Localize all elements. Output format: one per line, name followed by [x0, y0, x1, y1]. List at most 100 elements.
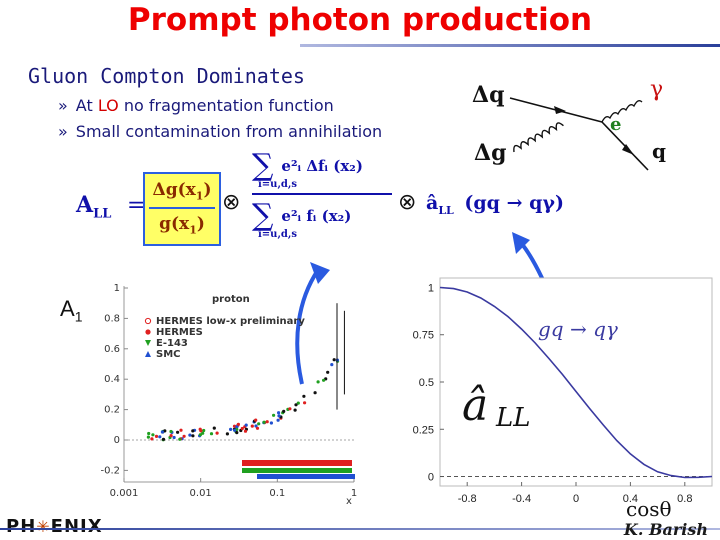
a1-data-point [254, 424, 258, 428]
otimes-symbol: ⊗ [222, 190, 241, 215]
ahat-sub: LL [438, 203, 454, 217]
a1-data-point [147, 431, 151, 436]
a1-data-point [229, 427, 233, 431]
a1-data-point [176, 430, 180, 434]
a1-data-point [250, 424, 254, 428]
sum-symbol: ∑ [252, 148, 274, 183]
arrow-icon [295, 268, 320, 385]
feynman-diagram: Δq Δg γ e q [472, 77, 666, 171]
a1-data-point [182, 434, 186, 438]
a1-data-point [236, 422, 240, 426]
bullet-mark: » [58, 96, 68, 115]
legend-entry: SMC [156, 349, 181, 360]
arrow-icon [554, 106, 566, 114]
a1-data-point [265, 420, 269, 424]
delta-g-label: Δg [474, 140, 506, 166]
a1-x-tick-label: 0.1 [269, 488, 285, 499]
ahat-symbol: â [426, 192, 439, 214]
a1-error-band-hermes [242, 460, 352, 466]
photon-line [601, 100, 643, 123]
a1-error-band-smc [257, 474, 355, 479]
a1-data-point [326, 370, 330, 374]
a1-y-tick-label: 0.8 [104, 313, 120, 324]
a1-data-point [169, 429, 173, 434]
a1-data-point [198, 433, 202, 437]
all-x-tick-label: 0 [573, 493, 579, 505]
a1-data-point [294, 403, 298, 407]
bullet-contamination: » Small contamination from annihilation [58, 122, 382, 141]
a1-data-point [169, 434, 173, 438]
phenix-logo: PH✳ENIX [6, 516, 103, 537]
delta-q-label: Δq [472, 82, 504, 108]
a1-data-point [276, 418, 280, 422]
a1-data-point [161, 437, 166, 441]
a1-x-label: x [346, 496, 352, 507]
formula-lhs: ALL = [76, 192, 145, 221]
a1-data-point [201, 431, 205, 435]
a1-data-point [160, 430, 164, 434]
slide-title: Prompt photon production [127, 2, 593, 38]
a1-data-point [163, 429, 167, 433]
a1-data-point [212, 426, 216, 430]
all-x-tick-label: -0.8 [458, 493, 477, 505]
all-y-tick-label: 0.25 [413, 424, 434, 436]
formula-a: A [76, 192, 94, 218]
a1-x-tick-label: 1 [351, 488, 357, 499]
a1-data-point [158, 435, 162, 439]
sum-numerator: e²ᵢ Δfᵢ (x₂) [281, 156, 363, 175]
a1-data-point [303, 401, 307, 405]
sum-symbol: ∑ [252, 198, 274, 233]
a1-data-point [235, 425, 239, 429]
arrow-icon [310, 262, 330, 284]
a1-data-point [288, 407, 292, 411]
quark-ratio: ∑ e²ᵢ Δfᵢ (x₂) i=u,d,s ∑ e²ᵢ fᵢ (x₂) i=u… [252, 148, 392, 240]
legend-entry: HERMES low-x preliminary [156, 316, 305, 327]
quark-label: q [652, 139, 666, 163]
a1-data-point [150, 437, 154, 441]
a1-data-point [296, 401, 300, 405]
a1-data-point [154, 434, 159, 438]
lead-text: Gluon Compton Dominates [28, 64, 305, 88]
a1-data-point [282, 409, 286, 413]
footer-rule [0, 528, 720, 530]
a1-y-tick-label: 0.4 [104, 374, 120, 385]
gluon-denominator: g(x1) [159, 214, 205, 237]
a1-data-point [244, 423, 248, 427]
all-y-tick-label: 0.75 [413, 330, 434, 342]
gluon-ratio-box: Δg(x1) g(x1) [143, 172, 221, 246]
a1-data-point [191, 434, 195, 438]
fraction-bar [149, 207, 215, 210]
all-y-tick-label: 0.5 [419, 377, 434, 389]
all-y-tick-label: 1 [428, 282, 434, 294]
sum-denominator: e²ᵢ fᵢ (x₂) [281, 206, 352, 225]
a1-axis-label: A1 [60, 296, 83, 325]
a1-data-point [322, 378, 326, 382]
legend-marker [145, 329, 151, 335]
logo-star-icon: ✳ [36, 517, 51, 536]
legend-marker [144, 317, 152, 325]
all-plot-frame [439, 277, 713, 487]
a1-y-tick-label: 0 [114, 435, 120, 446]
gluon-numerator: Δg(x1) [152, 180, 212, 203]
arrow-icon [512, 232, 530, 254]
a1-plot: 10.80.60.40.20-0.2 0.001 0.01 0.1 1 proton … [100, 283, 357, 507]
legend-marker [145, 340, 151, 346]
fraction-bar [252, 193, 392, 195]
all-chart: 10.750.50.250 -0.8 -0.4 0 0.4 0.8 gq → qγ â … [413, 277, 713, 521]
a1-data-point [243, 429, 248, 433]
a1-data-point [191, 429, 195, 433]
formula-a-sub: LL [93, 206, 112, 222]
a1-data-point [202, 428, 206, 433]
author-signature: K. Barish [623, 520, 708, 539]
gluon-line [513, 122, 564, 153]
a1-panel-title: proton [212, 294, 250, 305]
a1-data-point [302, 394, 306, 398]
bullet-text: Small contamination from annihilation [75, 122, 383, 141]
a1-data-point [330, 363, 334, 367]
all-x-tick-label: 0.8 [677, 493, 692, 505]
a1-y-tick-label: 1 [114, 283, 120, 294]
all-x-tick-label: 0.4 [623, 493, 638, 505]
title-underline [300, 44, 720, 47]
legend-entry: HERMES [156, 327, 203, 338]
a1-data-point [178, 437, 182, 441]
